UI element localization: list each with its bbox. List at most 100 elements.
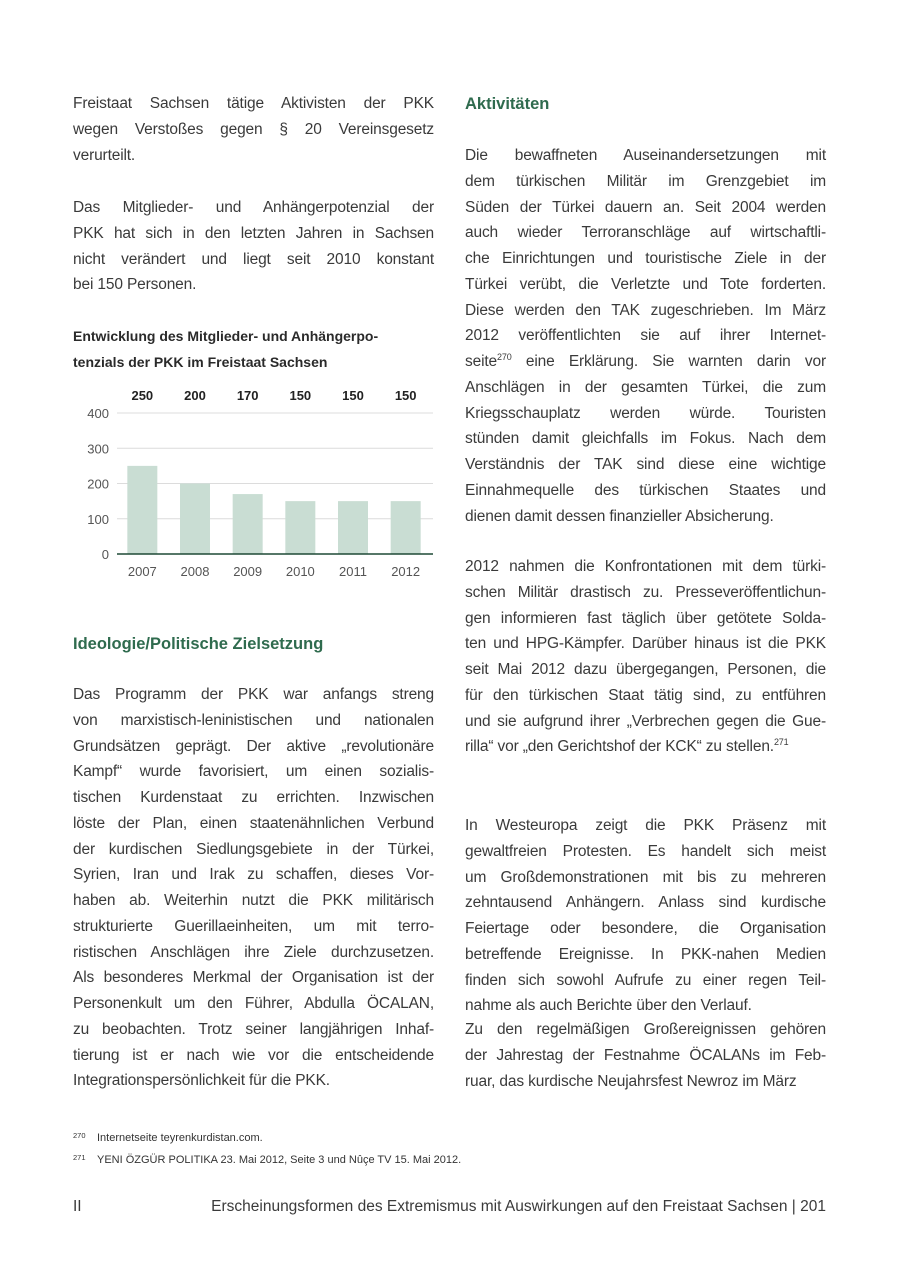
- text-line: strukturierte Guerillaeinheiten, um mit …: [73, 917, 434, 935]
- text-line: betreffende Ereignisse. In PKK-nahen Med…: [465, 942, 826, 968]
- text-line: um Großdemonstrationen mit bis zu mehrer…: [465, 865, 826, 891]
- x-tick-label: 2009: [233, 564, 262, 579]
- text-line: löste der Plan, einen staatenähnlichen V…: [73, 814, 434, 832]
- paragraph: Zu den regelmäßigen Großereignissen gehö…: [465, 1017, 826, 1094]
- text-line: Integrationspersönlichkeit für die PKK.: [73, 1072, 330, 1090]
- data-label: 150: [342, 388, 364, 403]
- text-segment: Anschlägen in der gesamten Türkei, die z…: [465, 378, 826, 396]
- text-line: Zu den regelmäßigen Großereignissen gehö…: [465, 1017, 826, 1043]
- text-segment: che Einrichtungen und touristische Ziele…: [465, 250, 826, 267]
- text-segment: Feiertage oder besondere, die Organisati…: [465, 920, 826, 937]
- text-segment: eine Erklärung. Sie warnten darin vor: [511, 353, 826, 370]
- text-line: rilla“ vor „den Gerichtshof der KCK“ zu …: [465, 734, 826, 760]
- data-label: 150: [395, 388, 417, 403]
- footnote-ref: 271: [773, 737, 789, 748]
- text-line: ruar, das kurdische Neujahrsfest Newroz …: [465, 1069, 826, 1095]
- text-line: Das Mitglieder- und Anhängerpotenzial de…: [73, 199, 434, 216]
- data-label: 170: [237, 388, 259, 403]
- text-segment: schen Militär drastisch zu. Presseveröff…: [465, 583, 826, 601]
- chart-title-line: Entwicklung des Mitglieder- und Anhänger…: [73, 328, 379, 344]
- text-line: ristischen Anschlägen ihre Ziele durchzu…: [73, 943, 434, 961]
- text-segment: 2012 veröffentlichten sie auf ihrer Inte…: [465, 327, 826, 345]
- bar-2008: [180, 483, 210, 554]
- text-line: Einnahmequelle des türkischen Staates un…: [465, 478, 826, 504]
- text-line: Feiertage oder besondere, die Organisati…: [465, 916, 826, 942]
- text-line: ten und HPG-Kämpfer. Darüber hinaus ist …: [465, 631, 826, 657]
- text-segment: zehntausend Anhängern. Anlass sind kurdi…: [465, 894, 826, 912]
- text-segment: Einnahmequelle des türkischen Staates un…: [465, 481, 826, 499]
- text-line: finden sich sowohl Aufrufe zu einer rege…: [465, 968, 826, 994]
- section-heading-ideologie: Ideologie/Politische Zielsetzung: [73, 635, 324, 653]
- text-segment: ruar, das kurdische Neujahrsfest Newroz …: [465, 1072, 797, 1090]
- text-line: seite270 eine Erklärung. Sie warnten dar…: [465, 349, 826, 375]
- text-line: Diese werden den TAK zugeschrieben. Im M…: [465, 298, 826, 324]
- paragraph: 2012 nahmen die Konfrontationen mit dem …: [465, 554, 826, 760]
- text-line: Grundsätzen geprägt. Der aktive „revolut…: [73, 737, 434, 755]
- text-line: und sie aufgrund ihrer „Verbrechen gegen…: [465, 709, 826, 735]
- text-line: gewaltfreien Protesten. Es handelt sich …: [465, 839, 826, 865]
- text-line: auch wieder Terroranschläge auf wirtscha…: [465, 220, 826, 246]
- text-line: 2012 nahmen die Konfrontationen mit dem …: [465, 554, 826, 580]
- text-line: dem türkischen Militär im Grenzgebiet im: [465, 169, 826, 195]
- text-line: tierung ist er nach wie vor die entschei…: [73, 1046, 434, 1064]
- text-segment: für den türkischen Staat tätig sind, zu …: [465, 686, 826, 704]
- text-segment: dienen damit dessen finanzieller Absiche…: [465, 507, 774, 525]
- footer-section: II: [73, 1198, 82, 1215]
- bar-2007: [127, 465, 158, 554]
- text-line: che Einrichtungen und touristische Ziele…: [465, 246, 826, 272]
- text-segment: auch wieder Terroranschläge auf wirtscha…: [465, 224, 826, 242]
- paragraph: Freistaat Sachsen tätige Aktivisten der …: [73, 91, 434, 168]
- text-line: dienen damit dessen finanzieller Absiche…: [465, 504, 826, 530]
- text-segment: Kriegsschauplatz werden würde. Touristen: [465, 404, 826, 422]
- footnote-ref: 270: [497, 352, 512, 362]
- data-label: 150: [289, 388, 311, 403]
- text-segment: seit Mai 2012 dazu übergegangen, Persone…: [465, 661, 826, 678]
- text-line: PKK hat sich in den letzten Jahren in Sa…: [73, 224, 434, 242]
- text-line: Personenkult um den Führer, Abdulla ÖCAL…: [73, 995, 434, 1012]
- footnote-text: YENI ÖZGÜR POLITIKA 23. Mai 2012, Seite …: [97, 1154, 462, 1166]
- text-line: Die bewaffneten Auseinandersetzungen mit: [465, 143, 826, 169]
- text-segment: betreffende Ereignisse. In PKK-nahen Med…: [465, 945, 826, 963]
- bar-2010: [285, 501, 316, 554]
- section-heading-aktivitaeten: Aktivitäten: [465, 95, 550, 113]
- text-line: nicht verändert und liegt seit 2010 kons…: [73, 250, 434, 268]
- text-line: für den türkischen Staat tätig sind, zu …: [465, 683, 826, 709]
- text-line: gen informieren fast täglich über getöte…: [465, 606, 826, 632]
- text-line: Verständnis der TAK sind diese eine wich…: [465, 452, 826, 478]
- text-line: stünden damit gleichfalls im Fokus. Nach…: [465, 426, 826, 452]
- text-line: Kampf“ wurde favorisiert, um einen sozia…: [73, 763, 434, 781]
- text-line: von marxistisch-leninistischen und natio…: [73, 711, 434, 729]
- text-line: wegen Verstoßes gegen § 20 Vereinsgesetz: [73, 120, 434, 138]
- y-tick-label: 100: [87, 512, 109, 527]
- text-line: Syrien, Iran und Irak zu schaffen, diese…: [73, 866, 434, 884]
- paragraph: Das Programm der PKK war anfangs streng v…: [73, 682, 434, 1094]
- data-label: 200: [184, 388, 206, 403]
- paragraph: Das Mitglieder- und Anhängerpotenzial de…: [73, 195, 434, 298]
- text-segment: und sie aufgrund ihrer „Verbrechen gegen…: [465, 712, 826, 730]
- x-tick-label: 2011: [339, 564, 367, 579]
- text-line: seit Mai 2012 dazu übergegangen, Persone…: [465, 657, 826, 683]
- footer-title: Erscheinungsformen des Extremismus mit A…: [211, 1198, 826, 1215]
- text-segment: 2012 nahmen die Konfrontationen mit dem …: [465, 558, 826, 575]
- x-tick-label: 2007: [128, 564, 157, 579]
- y-tick-label: 0: [102, 547, 109, 562]
- footnote-270: 270 Internetseite teyrenkurdistan.com.: [73, 1131, 263, 1144]
- text-line: Freistaat Sachsen tätige Aktivisten der …: [73, 95, 434, 112]
- footnote-271: 271 YENI ÖZGÜR POLITIKA 23. Mai 2012, Sei…: [73, 1153, 461, 1166]
- bar-2009: [232, 494, 263, 554]
- bar-chart: 0 100 200 300 400 250 2007 200 2008 170 2009 150 201…: [87, 388, 433, 579]
- text-line: der Jahrestag der Festnahme ÖCALANs im F…: [465, 1043, 826, 1069]
- text-line: tischen Kurdenstaat zu errichten. Inzwis…: [73, 789, 434, 806]
- paragraph: Die bewaffneten Auseinandersetzungen mit…: [465, 143, 826, 529]
- text-line: Süden der Türkei dauern an. Seit 2004 we…: [465, 195, 826, 221]
- bar-2011: [338, 501, 368, 554]
- text-line: In Westeuropa zeigt die PKK Präsenz mit: [465, 813, 826, 839]
- text-line: Anschlägen in der gesamten Türkei, die z…: [465, 375, 826, 401]
- footnote-text: Internetseite teyrenkurdistan.com.: [97, 1132, 263, 1144]
- text-segment: Diese werden den TAK zugeschrieben. Im M…: [465, 301, 826, 319]
- footnote-number: 271: [73, 1153, 86, 1162]
- text-segment: Türkei verübt, die Verletzte und Tote fo…: [465, 275, 826, 293]
- paragraph: In Westeuropa zeigt die PKK Präsenz mit g…: [465, 813, 826, 1019]
- text-line: 2012 veröffentlichten sie auf ihrer Inte…: [465, 323, 826, 349]
- text-line: zu beobachten. Trotz seiner langjährigen…: [73, 1020, 434, 1038]
